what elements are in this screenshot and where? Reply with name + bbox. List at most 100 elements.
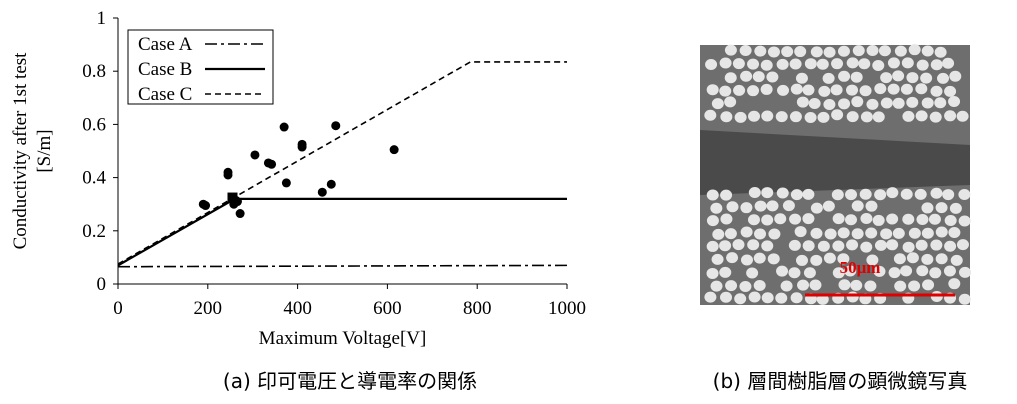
fiber xyxy=(833,213,845,224)
legend-label: Case C xyxy=(138,84,192,105)
fiber xyxy=(797,97,809,108)
fiber xyxy=(864,280,876,291)
fiber xyxy=(791,189,803,200)
fiber xyxy=(748,214,760,225)
fiber xyxy=(872,60,884,71)
fiber xyxy=(838,279,850,290)
fiber xyxy=(725,280,737,291)
fiber xyxy=(804,267,816,278)
fiber xyxy=(805,112,817,123)
fiber xyxy=(811,46,823,57)
fiber xyxy=(922,228,934,239)
fiber xyxy=(747,85,759,96)
fiber xyxy=(916,214,928,225)
fiber xyxy=(832,240,844,251)
case-line xyxy=(118,265,567,266)
fiber xyxy=(894,253,906,264)
fiber xyxy=(776,266,788,277)
fiber xyxy=(725,228,737,239)
fiber xyxy=(781,281,793,292)
fiber xyxy=(892,70,904,81)
fiber xyxy=(916,110,928,121)
fiber xyxy=(886,187,898,198)
fiber xyxy=(783,200,795,211)
fiber xyxy=(951,255,963,266)
fiber xyxy=(929,267,941,278)
fiber xyxy=(865,227,877,238)
x-tick-label: 1000 xyxy=(548,298,586,319)
fiber xyxy=(831,84,843,95)
fiber xyxy=(881,98,893,109)
fiber xyxy=(719,240,731,251)
fiber xyxy=(809,98,821,109)
fiber xyxy=(936,202,948,213)
fiber xyxy=(948,278,960,289)
fiber xyxy=(936,226,948,237)
fiber xyxy=(712,98,724,109)
page: (a) 印可電圧と導電率の関係 (b) 層間樹脂層の顕微鏡写真 50μm 00.… xyxy=(0,0,1017,404)
fiber xyxy=(937,73,949,84)
fiber xyxy=(796,73,808,84)
fiber xyxy=(902,111,914,122)
fiber xyxy=(944,241,956,252)
fiber xyxy=(831,58,843,69)
fiber xyxy=(860,242,872,253)
fiber xyxy=(875,240,887,251)
fiber xyxy=(720,190,732,201)
y-tick-label: 1 xyxy=(97,8,107,29)
fiber xyxy=(846,85,858,96)
fiber xyxy=(909,228,921,239)
data-point xyxy=(236,209,245,218)
fiber xyxy=(740,45,752,56)
fiber xyxy=(867,45,879,56)
fiber xyxy=(761,60,773,71)
fiber xyxy=(768,46,780,57)
fiber xyxy=(916,265,928,276)
fiber xyxy=(945,215,957,226)
fiber xyxy=(719,86,731,97)
fiber xyxy=(817,112,829,123)
fiber xyxy=(720,111,732,122)
fiber xyxy=(720,214,732,225)
fiber xyxy=(762,292,774,303)
fiber xyxy=(810,228,822,239)
fiber xyxy=(852,200,864,211)
data-point xyxy=(318,188,327,197)
fiber xyxy=(791,84,803,95)
data-point xyxy=(298,143,307,152)
fiber xyxy=(790,111,802,122)
fiber xyxy=(747,59,759,70)
fiber xyxy=(906,97,918,108)
fiber xyxy=(733,58,745,69)
fiber xyxy=(895,46,907,57)
fiber xyxy=(861,111,873,122)
fiber xyxy=(903,242,915,253)
x-tick-label: 400 xyxy=(283,298,312,319)
fiber xyxy=(957,111,969,122)
fiber xyxy=(789,214,801,225)
legend-label: Case A xyxy=(138,34,193,55)
fiber xyxy=(761,110,773,121)
fiber xyxy=(811,203,823,214)
fiber xyxy=(847,292,859,303)
fiber xyxy=(746,268,758,279)
fiber xyxy=(838,71,850,82)
fiber xyxy=(908,281,920,292)
fiber xyxy=(942,189,954,200)
fiber xyxy=(753,71,765,82)
fiber xyxy=(766,71,778,82)
square-point xyxy=(227,193,237,203)
fiber xyxy=(901,84,913,95)
fiber xyxy=(850,280,862,291)
fiber xyxy=(880,72,892,83)
fiber xyxy=(832,189,844,200)
fiber xyxy=(775,293,787,304)
fiber xyxy=(817,59,829,70)
fiber xyxy=(888,84,900,95)
fiber xyxy=(915,189,927,200)
fiber xyxy=(942,58,954,69)
fiber xyxy=(727,201,739,212)
fiber xyxy=(823,73,835,84)
fiber xyxy=(944,110,956,121)
fiber xyxy=(931,291,943,302)
